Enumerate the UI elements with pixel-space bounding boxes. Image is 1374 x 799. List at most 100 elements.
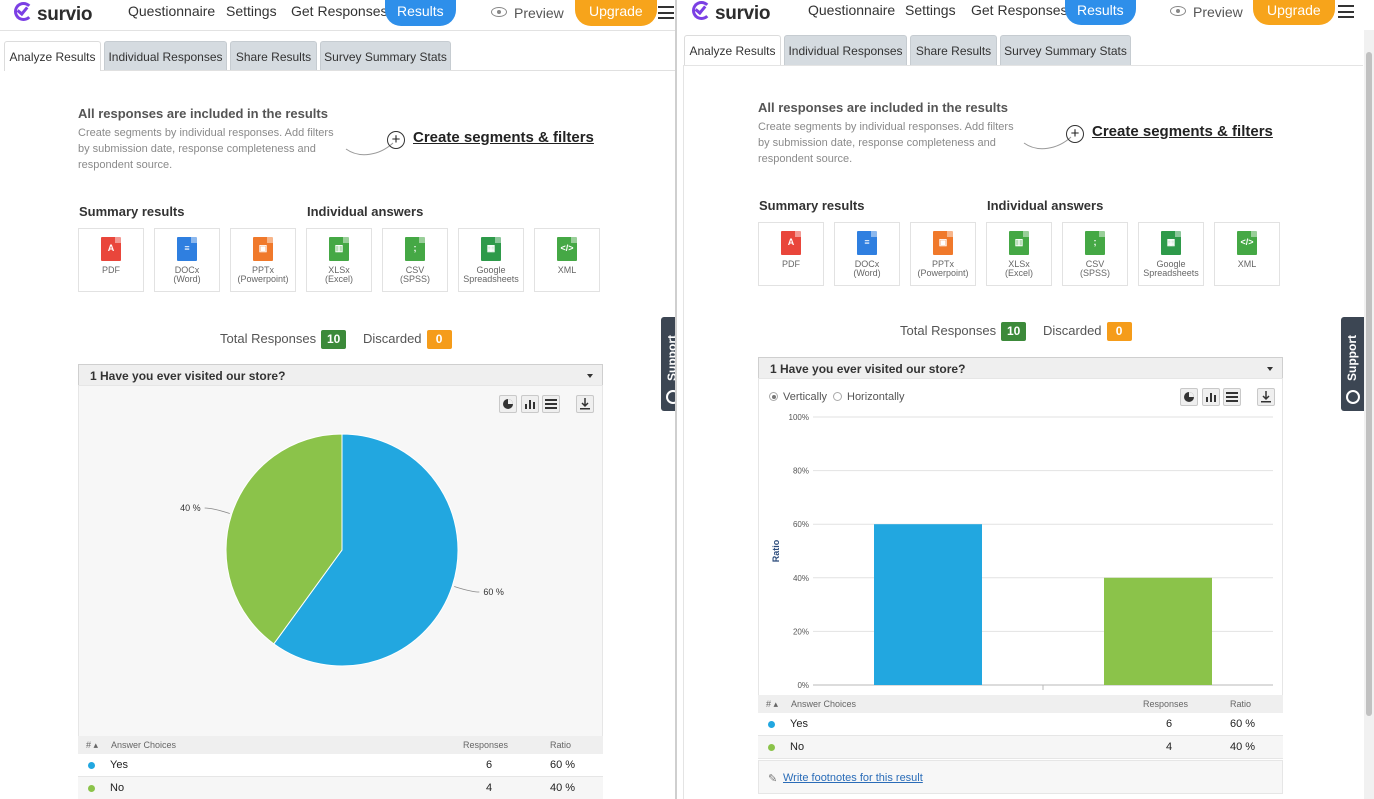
- pie-slice-no[interactable]: [225, 433, 343, 645]
- legend-dot-icon: [768, 721, 775, 728]
- cell-responses: 6: [1166, 718, 1173, 730]
- table-view-icon[interactable]: [542, 395, 560, 413]
- pie-label-connector: [454, 586, 480, 593]
- export-label: PDF: [782, 259, 800, 269]
- export-google-sheets-button[interactable]: ▦ Google Spreadsheets: [458, 228, 524, 292]
- export-label: XML: [557, 265, 577, 275]
- total-responses-label: Total Responses: [220, 331, 317, 346]
- scrollbar-thumb[interactable]: [1366, 52, 1372, 716]
- bar-chart-icon[interactable]: [521, 395, 539, 413]
- pie-data-label: 40 %: [180, 503, 201, 513]
- total-responses-badge: 10: [1001, 322, 1027, 341]
- right-window: survio Questionnaire Settings Get Respon…: [677, 0, 1374, 799]
- left-window: survio Questionnaire Settings Get Respon…: [0, 0, 676, 799]
- export-xml-button[interactable]: </> XML: [534, 228, 600, 292]
- bar-no[interactable]: [1104, 577, 1212, 685]
- total-responses: Total Responses 10: [220, 330, 347, 349]
- nav-settings[interactable]: Settings: [226, 3, 277, 19]
- tab-share-results[interactable]: Share Results: [230, 41, 317, 71]
- cell-choice: No: [790, 741, 805, 753]
- bar-chart-panel: Vertically Horizontally 0% 20% 40% 60% 80% 10…: [758, 378, 1283, 696]
- export-excel-button[interactable]: ▥ XLSx (Excel): [986, 222, 1052, 286]
- support-tab[interactable]: Support: [1341, 317, 1364, 411]
- download-icon[interactable]: [1257, 388, 1275, 406]
- export-powerpoint-button[interactable]: ▣ PPTx (Powerpoint): [910, 222, 976, 286]
- nav-get-responses[interactable]: Get Responses: [971, 2, 1068, 18]
- export-csv-button[interactable]: ; CSV (SPSS): [382, 228, 448, 292]
- bar-yes[interactable]: [874, 524, 982, 685]
- create-segments-link[interactable]: + Create segments & filters: [1066, 123, 1273, 143]
- upgrade-button[interactable]: Upgrade: [1253, 0, 1335, 25]
- table-header: # ▴ Answer Choices Responses Ratio: [78, 736, 603, 754]
- orientation-vertical[interactable]: Vertically: [769, 391, 827, 403]
- xml-icon: </>: [1237, 231, 1257, 255]
- header-num[interactable]: # ▴: [766, 699, 779, 709]
- nav-settings[interactable]: Settings: [905, 2, 956, 18]
- pie-data-label: 60 %: [483, 587, 504, 597]
- export-excel-button[interactable]: ▥ XLSx (Excel): [306, 228, 372, 292]
- cell-responses: 4: [486, 782, 493, 794]
- question-select[interactable]: 1 Have you ever visited our store?: [758, 357, 1283, 379]
- export-label: DOCx: [854, 259, 880, 269]
- plus-circle-icon: +: [387, 131, 405, 149]
- survio-logo[interactable]: survio: [692, 1, 771, 25]
- tab-survey-summary-stats[interactable]: Survey Summary Stats: [320, 41, 451, 71]
- nav-results[interactable]: Results: [1065, 0, 1136, 25]
- pie-slice-yes[interactable]: [273, 433, 459, 667]
- scrollbar[interactable]: [1364, 30, 1374, 799]
- tab-individual-responses[interactable]: Individual Responses: [104, 41, 227, 71]
- menu-icon[interactable]: [1338, 5, 1354, 18]
- export-word-doc-button[interactable]: ≡ DOCx (Word): [154, 228, 220, 292]
- eye-icon: [1170, 6, 1186, 16]
- export-sublabel: (Powerpoint): [237, 274, 289, 284]
- export-xml-button[interactable]: </> XML: [1214, 222, 1280, 286]
- pie-chart-icon[interactable]: [1180, 388, 1198, 406]
- y-tick-label: 60%: [793, 520, 809, 529]
- tab-individual-responses[interactable]: Individual Responses: [784, 35, 907, 65]
- discarded-label: Discarded: [1043, 323, 1102, 338]
- export-powerpoint-button[interactable]: ▣ PPTx (Powerpoint): [230, 228, 296, 292]
- tab-survey-summary-stats[interactable]: Survey Summary Stats: [1000, 35, 1131, 65]
- results-table: # ▴ Answer Choices Responses Ratio Yes 6 60 % N…: [758, 695, 1283, 759]
- export-csv-button[interactable]: ; CSV (SPSS): [1062, 222, 1128, 286]
- preview-button[interactable]: Preview: [1170, 4, 1243, 20]
- tab-analyze-results[interactable]: Analyze Results: [4, 41, 101, 71]
- filter-info-title: All responses are included in the result…: [78, 106, 328, 121]
- csv-icon: ;: [1085, 231, 1105, 255]
- write-footnotes-link[interactable]: Write footnotes for this result: [783, 772, 923, 784]
- nav-results[interactable]: Results: [385, 0, 456, 26]
- bar-chart-icon[interactable]: [1202, 388, 1220, 406]
- survio-logo[interactable]: survio: [14, 2, 93, 26]
- nav-questionnaire[interactable]: Questionnaire: [808, 2, 896, 18]
- eye-icon: [491, 7, 507, 17]
- header-num[interactable]: # ▴: [86, 740, 99, 750]
- support-tab[interactable]: Support: [661, 317, 676, 411]
- export-google-sheets-button[interactable]: ▦ Google Spreadsheets: [1138, 222, 1204, 286]
- export-label: XLSx: [1008, 259, 1030, 269]
- survio-check-icon: [692, 1, 711, 20]
- export-pdf-button[interactable]: A PDF: [758, 222, 824, 286]
- google-sheets-icon: ▦: [1161, 231, 1181, 255]
- table-row: No 4 40 %: [758, 736, 1283, 759]
- tab-share-results[interactable]: Share Results: [910, 35, 997, 65]
- export-pdf-button[interactable]: A PDF: [78, 228, 144, 292]
- export-word-doc-button[interactable]: ≡ DOCx (Word): [834, 222, 900, 286]
- menu-icon[interactable]: [658, 6, 674, 19]
- pencil-icon: ✎: [768, 773, 778, 785]
- orientation-horizontal[interactable]: Horizontally: [833, 391, 904, 403]
- tab-analyze-results[interactable]: Analyze Results: [684, 35, 781, 65]
- create-segments-link[interactable]: + Create segments & filters: [387, 129, 594, 149]
- cell-choice: Yes: [110, 759, 128, 771]
- table-view-icon[interactable]: [1223, 388, 1241, 406]
- excel-icon: ▥: [329, 237, 349, 261]
- question-select[interactable]: 1 Have you ever visited our store?: [78, 364, 603, 386]
- download-icon[interactable]: [576, 395, 594, 413]
- header-responses: Responses: [1143, 699, 1189, 709]
- total-responses-badge: 10: [321, 330, 347, 349]
- preview-button[interactable]: Preview: [491, 5, 564, 21]
- pie-chart-icon[interactable]: [499, 395, 517, 413]
- upgrade-button[interactable]: Upgrade: [575, 0, 657, 26]
- nav-questionnaire[interactable]: Questionnaire: [128, 3, 216, 19]
- chevron-down-icon: [1267, 367, 1273, 371]
- nav-get-responses[interactable]: Get Responses: [291, 3, 388, 19]
